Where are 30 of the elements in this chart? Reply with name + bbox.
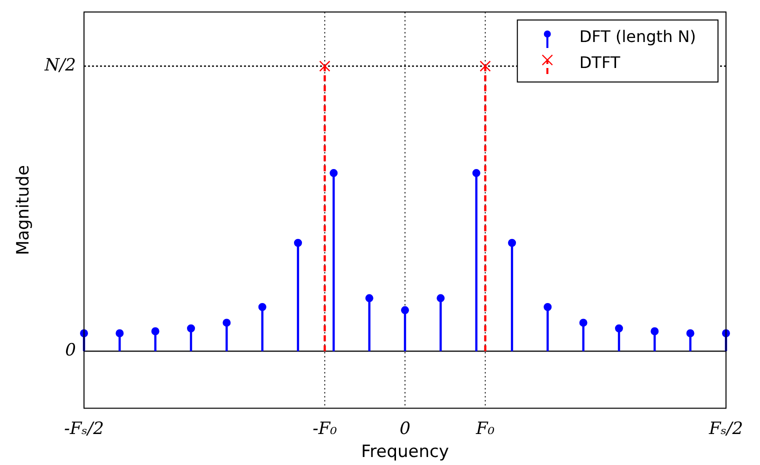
- point: [508, 238, 516, 247]
- point: [615, 324, 623, 332]
- point: [222, 318, 231, 327]
- x-tick-label: Fₛ/2: [708, 418, 744, 439]
- point: [686, 329, 694, 338]
- y-axis-title: Magnitude: [13, 165, 34, 256]
- x-tick-label: -F₀: [312, 418, 338, 439]
- legend-label: DFT (length N): [579, 27, 696, 46]
- point: [401, 306, 409, 314]
- point: [151, 327, 160, 336]
- point: [579, 318, 588, 327]
- x-axis-title: Frequency: [361, 442, 449, 462]
- point: [319, 60, 330, 72]
- point: [650, 327, 659, 336]
- point: [116, 329, 124, 338]
- point: [330, 169, 338, 178]
- point: [258, 303, 266, 312]
- point: [480, 60, 491, 72]
- legend-label: DTFT: [579, 53, 620, 72]
- ref-line-label: N/2: [44, 56, 76, 76]
- point: [294, 238, 302, 247]
- point: [472, 169, 480, 178]
- ref-line-label: 0: [65, 340, 76, 361]
- x-tick-label: F₀: [474, 418, 495, 439]
- x-tick-label: -Fₛ/2: [64, 418, 104, 439]
- point: [365, 294, 374, 302]
- point: [187, 324, 195, 332]
- point: [436, 294, 445, 302]
- x-tick-label: 0: [400, 418, 411, 439]
- point: [544, 303, 552, 312]
